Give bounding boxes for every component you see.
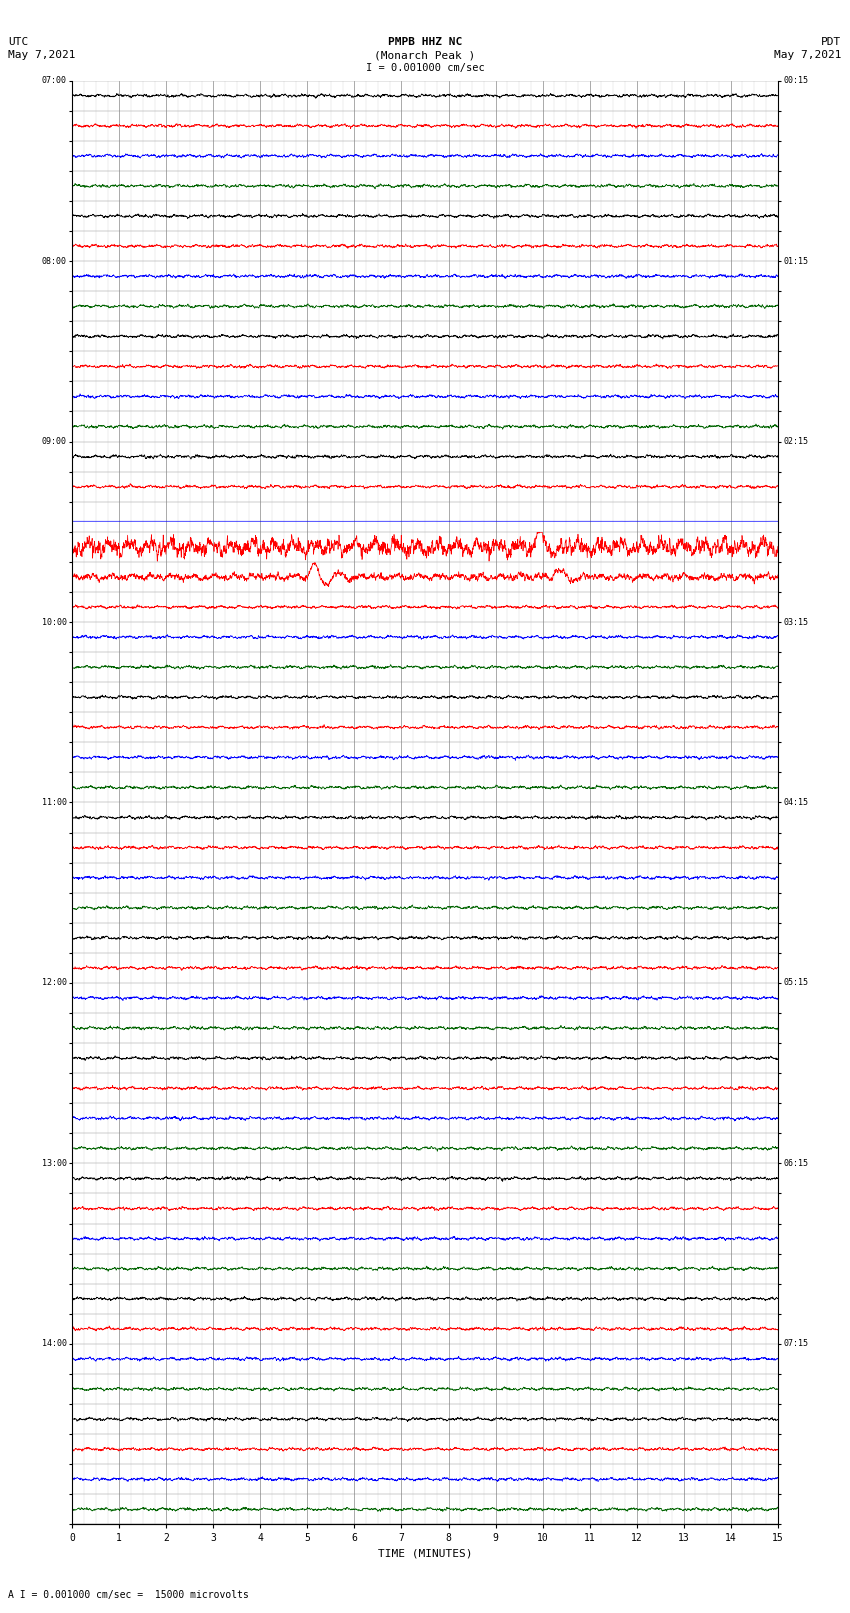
Text: May 7,2021: May 7,2021 [774, 50, 842, 60]
Text: I = 0.001000 cm/sec: I = 0.001000 cm/sec [366, 63, 484, 73]
Text: (Monarch Peak ): (Monarch Peak ) [374, 50, 476, 60]
Text: PDT: PDT [821, 37, 842, 47]
Text: May 7,2021: May 7,2021 [8, 50, 76, 60]
Text: UTC: UTC [8, 37, 29, 47]
Text: A I = 0.001000 cm/sec =  15000 microvolts: A I = 0.001000 cm/sec = 15000 microvolts [8, 1590, 249, 1600]
X-axis label: TIME (MINUTES): TIME (MINUTES) [377, 1548, 473, 1558]
Text: PMPB HHZ NC: PMPB HHZ NC [388, 37, 462, 47]
